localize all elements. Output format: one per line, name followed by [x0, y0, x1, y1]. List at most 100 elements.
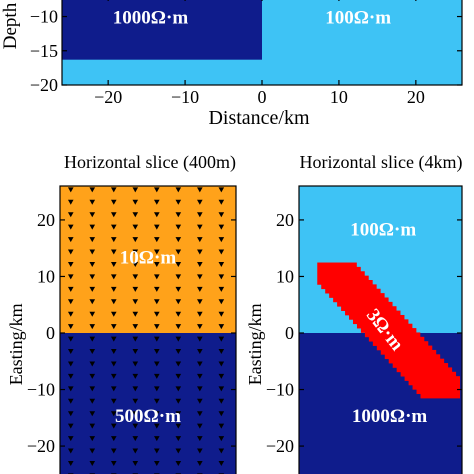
station-marker	[110, 261, 117, 267]
station-marker	[132, 411, 139, 417]
resistivity-label: 500Ω·m	[115, 406, 181, 427]
station-marker	[67, 249, 74, 255]
station-marker	[218, 349, 225, 355]
y-tick-label: 20	[276, 210, 294, 230]
station-marker	[89, 423, 96, 429]
station-marker	[132, 398, 139, 404]
station-marker	[67, 311, 74, 317]
station-marker	[197, 398, 203, 404]
station-marker	[110, 199, 117, 205]
station-marker	[218, 386, 225, 392]
station-marker	[132, 361, 139, 367]
station-marker	[218, 261, 225, 267]
x-tick-label: 20	[407, 87, 425, 107]
station-marker	[175, 373, 182, 379]
station-marker	[175, 249, 182, 255]
station-marker	[154, 224, 160, 230]
station-marker	[67, 411, 74, 417]
y-tick-label: −20	[266, 436, 294, 456]
station-marker	[89, 398, 96, 404]
station-marker	[175, 212, 182, 218]
station-marker	[89, 224, 96, 230]
station-marker	[175, 324, 182, 330]
station-marker	[218, 361, 225, 367]
station-marker	[197, 423, 203, 429]
station-marker	[218, 311, 225, 317]
station-marker	[154, 411, 160, 417]
station-marker	[154, 299, 160, 305]
station-marker	[132, 299, 139, 305]
y-tick-label: 10	[37, 266, 55, 286]
station-marker	[154, 460, 160, 466]
station-marker	[67, 187, 74, 193]
station-marker	[154, 349, 160, 355]
station-marker	[132, 224, 139, 230]
station-marker	[89, 324, 96, 330]
station-marker	[154, 249, 160, 255]
station-marker	[110, 373, 117, 379]
station-marker	[218, 199, 225, 205]
slice-4km-y-axis-label: Easting/km	[245, 303, 265, 385]
station-marker	[89, 199, 96, 205]
station-marker	[67, 386, 74, 392]
station-marker	[197, 460, 203, 466]
station-marker	[89, 274, 96, 280]
station-marker	[89, 261, 96, 267]
station-marker	[110, 336, 117, 342]
y-tick-label: −10	[30, 7, 58, 27]
station-marker	[175, 448, 182, 454]
station-marker	[175, 311, 182, 317]
station-marker	[218, 398, 225, 404]
station-marker	[175, 224, 182, 230]
station-marker	[132, 324, 139, 330]
station-marker	[218, 373, 225, 379]
station-marker	[132, 212, 139, 218]
resistivity-label: 100Ω·m	[350, 219, 416, 240]
y-tick-label: 0	[285, 323, 294, 343]
station-marker	[154, 311, 160, 317]
station-marker	[110, 411, 117, 417]
station-marker	[197, 187, 203, 193]
slice-400m-panel: Horizontal slice (400m) 10Ω·m 500Ω·m 20 10…	[6, 152, 237, 474]
station-marker	[67, 286, 74, 292]
x-tick-label: 0	[258, 87, 267, 107]
station-marker	[175, 237, 182, 243]
station-marker	[89, 249, 96, 255]
slice-400m-resistivity-labels: 10Ω·m 500Ω·m	[115, 248, 181, 427]
station-marker	[154, 237, 160, 243]
station-marker	[132, 261, 139, 267]
station-marker	[67, 460, 74, 466]
slice-400m-ticks: 20 10 0 −10 −20	[27, 210, 236, 456]
resistivity-label: 1000Ω·m	[113, 8, 189, 29]
station-marker	[197, 249, 203, 255]
y-tick-label: −20	[30, 75, 58, 95]
station-marker	[175, 274, 182, 280]
station-marker	[67, 436, 74, 442]
station-marker	[218, 249, 225, 255]
station-marker	[218, 436, 225, 442]
station-marker	[218, 286, 225, 292]
station-marker	[110, 324, 117, 330]
slice-400m-y-axis-label: Easting/km	[6, 303, 26, 385]
station-marker	[89, 386, 96, 392]
station-marker	[132, 249, 139, 255]
cross-section-panel: 1000Ω·m 100Ω·m −20 −10 0 10 20 −10 −15 −20 Dista…	[0, 0, 463, 129]
station-marker	[110, 460, 117, 466]
station-marker	[110, 187, 117, 193]
station-marker	[154, 386, 160, 392]
x-tick-label: 10	[330, 87, 348, 107]
station-marker	[175, 187, 182, 193]
station-marker	[154, 373, 160, 379]
slice-4km-resistivity-labels: 100Ω·m 1000Ω·m	[350, 219, 427, 427]
station-marker	[89, 460, 96, 466]
station-marker	[110, 212, 117, 218]
slice-4km-title: Horizontal slice (4km)	[300, 152, 463, 173]
y-tick-label: −20	[27, 436, 55, 456]
station-marker	[89, 336, 96, 342]
station-marker	[110, 436, 117, 442]
station-marker	[154, 212, 160, 218]
station-marker	[154, 448, 160, 454]
slice-4km-panel: Horizontal slice (4km) 3Ω·m 100Ω·m1000Ω·…	[245, 152, 463, 474]
conductive-anomaly	[317, 262, 461, 399]
station-marker	[197, 361, 203, 367]
